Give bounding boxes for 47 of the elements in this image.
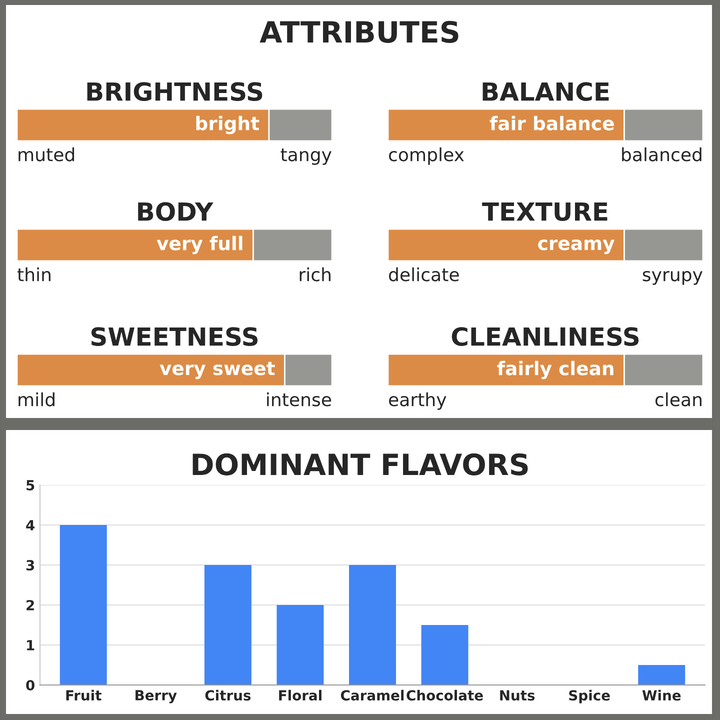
bar bbox=[349, 565, 396, 685]
text: muted bbox=[18, 147, 74, 162]
chart-title: BRIGHTNESS bbox=[87, 82, 262, 102]
y-tick-label: 5 bbox=[26, 480, 34, 490]
x-tick-label: Berry bbox=[136, 690, 177, 704]
text: syrupy bbox=[642, 271, 702, 285]
x-tick-label: Floral bbox=[279, 690, 322, 701]
text: ATTRIBUTES bbox=[260, 20, 458, 43]
text: clean bbox=[655, 392, 702, 406]
y-tick-label: 4 bbox=[26, 520, 34, 530]
chart-title: SWEETNESS bbox=[91, 327, 258, 346]
x-tick-label: Chocolate bbox=[406, 690, 483, 701]
bar bbox=[204, 565, 252, 685]
annotation: creamy bbox=[538, 240, 614, 254]
y-tick-label: 3 bbox=[26, 560, 34, 570]
bar bbox=[276, 605, 324, 685]
x-tick-label: Citrus bbox=[205, 690, 251, 701]
x-tick-label: Spice bbox=[569, 690, 610, 704]
text: delicate bbox=[388, 267, 459, 282]
text: mild bbox=[18, 392, 54, 406]
annotation: fair balance bbox=[490, 116, 614, 130]
x-tick-label: Caramel bbox=[340, 690, 404, 701]
chart-title: TEXTURE bbox=[482, 202, 608, 222]
text: intense bbox=[267, 392, 332, 406]
annotation: bright bbox=[196, 116, 260, 134]
y-tick-label: 0 bbox=[26, 680, 34, 690]
y-tick-label: 2 bbox=[26, 600, 34, 610]
text: rich bbox=[300, 267, 330, 282]
annotation: very full bbox=[156, 236, 242, 254]
text: tangy bbox=[280, 148, 332, 165]
text: balanced bbox=[622, 147, 702, 162]
text: complex bbox=[388, 147, 464, 165]
chart-title: CLEANLINESS bbox=[452, 327, 639, 346]
bar bbox=[60, 525, 107, 685]
chart-title: DOMINANT FLAVORS bbox=[192, 453, 528, 476]
bar bbox=[638, 665, 686, 685]
chart-title: BALANCE bbox=[482, 82, 609, 102]
annotation: fairly clean bbox=[497, 360, 614, 380]
x-tick-label: Wine bbox=[642, 690, 681, 701]
chart-title: BODY bbox=[138, 202, 214, 222]
bar bbox=[421, 625, 468, 685]
text: earthy bbox=[388, 392, 446, 410]
y-tick-label: 1 bbox=[27, 640, 34, 650]
x-tick-label: Nuts bbox=[500, 690, 535, 701]
text: thin bbox=[17, 267, 50, 282]
x-tick-label: Fruit bbox=[66, 690, 102, 701]
annotation: very sweet bbox=[160, 362, 275, 380]
